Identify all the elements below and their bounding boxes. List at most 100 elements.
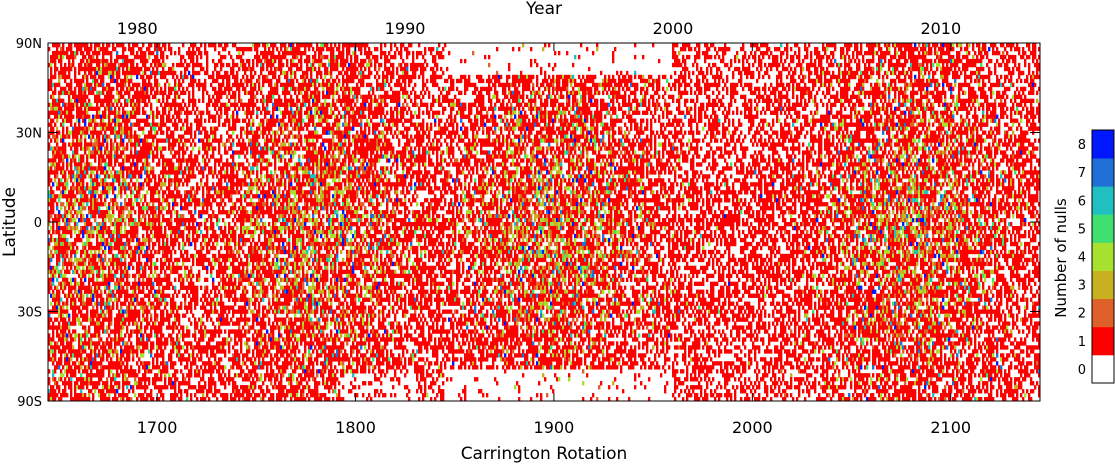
heatmap-cell <box>82 79 84 83</box>
heatmap-cell <box>50 71 52 75</box>
heatmap-cell <box>108 250 110 254</box>
heatmap-cell <box>126 290 128 294</box>
heatmap-cell <box>206 178 208 182</box>
heatmap-cell <box>134 234 136 238</box>
heatmap-cell <box>140 75 142 79</box>
heatmap-cell <box>120 357 122 361</box>
heatmap-cell <box>130 385 132 389</box>
heatmap-cell <box>202 389 204 393</box>
heatmap-cell <box>154 174 156 178</box>
heatmap-cell <box>208 365 210 369</box>
heatmap-cell <box>186 234 188 238</box>
heatmap-cell <box>164 317 166 321</box>
heatmap-cell <box>164 337 166 341</box>
heatmap-cell <box>154 373 156 377</box>
heatmap-cell <box>208 250 210 254</box>
heatmap-cell <box>168 250 170 254</box>
heatmap-cell <box>198 51 200 55</box>
heatmap-cell <box>120 270 122 274</box>
heatmap-cell <box>128 317 130 321</box>
heatmap-cell <box>96 79 98 83</box>
heatmap-cell <box>218 325 220 329</box>
heatmap-cell <box>134 250 136 254</box>
heatmap-cell <box>90 234 92 238</box>
heatmap-cell <box>78 266 80 270</box>
heatmap-cell <box>116 337 118 341</box>
heatmap-cell <box>152 210 154 214</box>
heatmap-cell <box>202 333 204 337</box>
heatmap-cell <box>124 134 126 138</box>
heatmap-cell <box>112 361 114 365</box>
heatmap-cell <box>108 270 110 274</box>
heatmap-cell <box>168 170 170 174</box>
heatmap-cell <box>198 258 200 262</box>
heatmap-cell <box>182 337 184 341</box>
heatmap-cell <box>164 63 166 67</box>
heatmap-cell <box>58 349 60 353</box>
heatmap-cell <box>100 79 102 83</box>
heatmap-cell <box>162 190 164 194</box>
heatmap-cell <box>192 51 194 55</box>
heatmap-cell <box>82 218 84 222</box>
heatmap-cell <box>172 270 174 274</box>
heatmap-cell <box>56 381 58 385</box>
heatmap-cell <box>54 242 56 246</box>
heatmap-cell <box>108 274 110 278</box>
heatmap-cell <box>132 142 134 146</box>
heatmap-cell <box>118 282 120 286</box>
heatmap-cell <box>154 214 156 218</box>
heatmap-cell <box>194 218 196 222</box>
heatmap-cell <box>58 313 60 317</box>
heatmap-cell <box>118 357 120 361</box>
heatmap-cell <box>128 262 130 266</box>
heatmap-cell <box>76 282 78 286</box>
heatmap-cell <box>60 51 62 55</box>
heatmap-cell <box>126 325 128 329</box>
heatmap-cell <box>86 182 88 186</box>
heatmap-cell <box>196 325 198 329</box>
heatmap-cell <box>166 246 168 250</box>
heatmap-cell <box>156 154 158 158</box>
heatmap-cell <box>76 306 78 310</box>
heatmap-cell <box>202 99 204 103</box>
heatmap-cell <box>118 170 120 174</box>
heatmap-cell <box>84 186 86 190</box>
heatmap-cell <box>156 325 158 329</box>
heatmap-cell <box>84 174 86 178</box>
heatmap-cell <box>124 258 126 262</box>
heatmap-cell <box>160 298 162 302</box>
heatmap-cell <box>126 115 128 119</box>
heatmap-cell <box>84 250 86 254</box>
heatmap-cell <box>210 317 212 321</box>
heatmap-cell <box>164 162 166 166</box>
heatmap-cell <box>112 154 114 158</box>
heatmap-cell <box>160 266 162 270</box>
heatmap-cell <box>102 282 104 286</box>
heatmap-cell <box>170 333 172 337</box>
heatmap-cell <box>212 234 214 238</box>
heatmap-cell <box>148 369 150 373</box>
heatmap-cell <box>98 194 100 198</box>
heatmap-cell <box>138 123 140 127</box>
heatmap-cell <box>140 210 142 214</box>
heatmap-cell <box>176 333 178 337</box>
heatmap-cell <box>208 99 210 103</box>
heatmap-cell <box>146 337 148 341</box>
heatmap-cell <box>154 294 156 298</box>
heatmap-cell <box>50 294 52 298</box>
heatmap-cell <box>88 341 90 345</box>
heatmap-cell <box>164 373 166 377</box>
heatmap-cell <box>126 270 128 274</box>
heatmap-cell <box>144 138 146 142</box>
heatmap-cell <box>116 170 118 174</box>
heatmap-cell <box>120 138 122 142</box>
heatmap-cell <box>86 218 88 222</box>
heatmap-cell <box>142 270 144 274</box>
heatmap-cell <box>216 103 218 107</box>
heatmap-cell <box>68 170 70 174</box>
heatmap-cell <box>68 282 70 286</box>
heatmap-cell <box>184 313 186 317</box>
heatmap-cell <box>90 162 92 166</box>
heatmap-cell <box>124 218 126 222</box>
heatmap-cell <box>124 262 126 266</box>
